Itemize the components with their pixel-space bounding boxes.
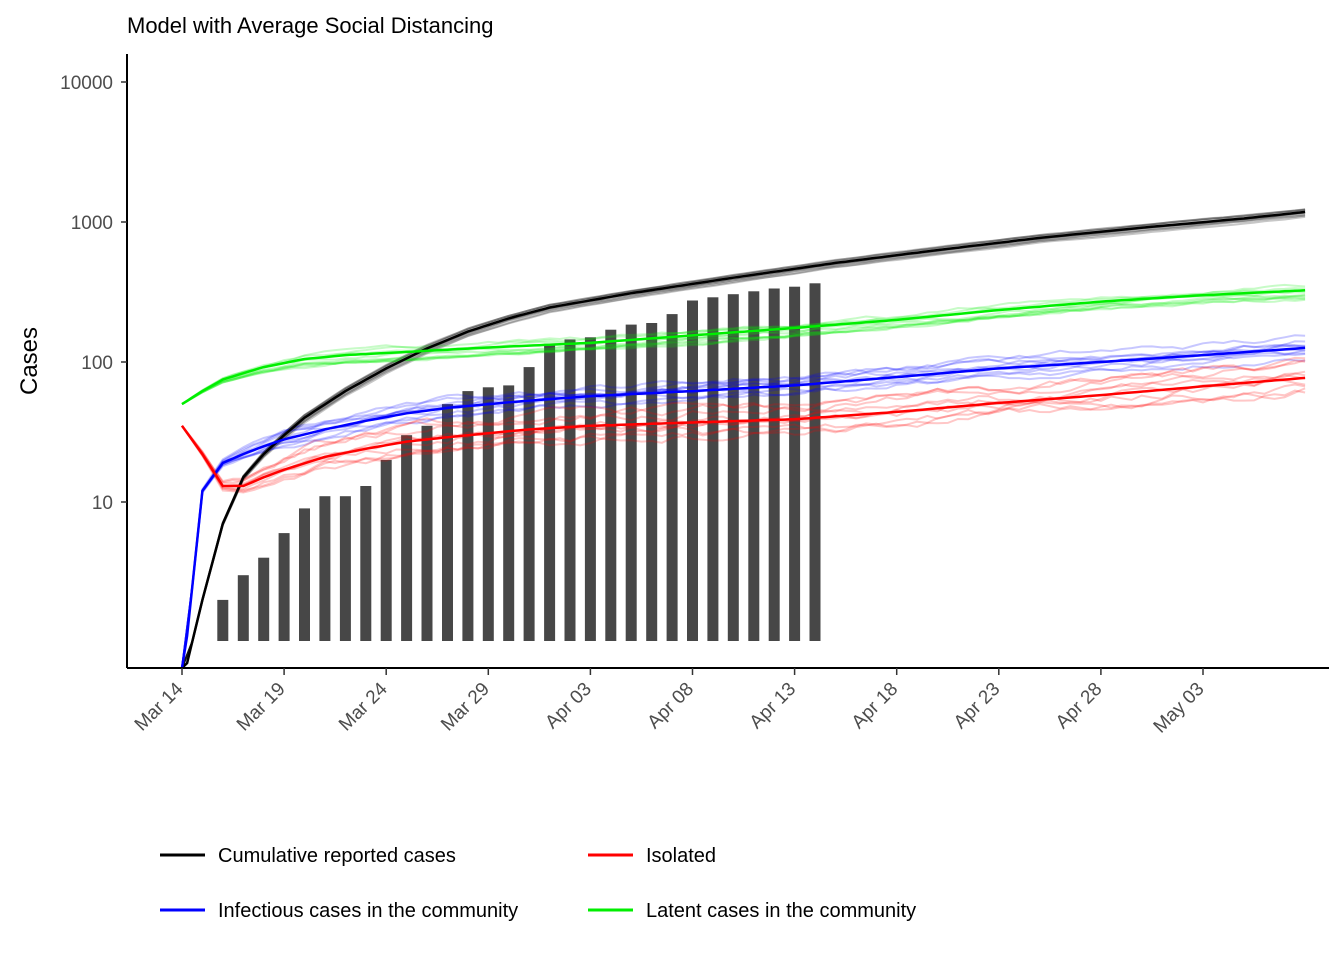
bar-2020-04-14 — [809, 283, 821, 641]
y-tick-label: 1000 — [71, 213, 113, 234]
legend-label: Infectious cases in the community — [218, 900, 518, 922]
series-line-isolated — [180, 376, 1306, 488]
bar-2020-04-13 — [789, 286, 801, 641]
bar-2020-03-22 — [339, 496, 351, 641]
x-tick-label: Mar 14 — [131, 678, 188, 735]
run-line-3-6 — [181, 283, 1306, 405]
bar-2020-03-19 — [278, 533, 290, 641]
run-line-3-1 — [181, 291, 1306, 405]
x-tick-label: Apr 28 — [1052, 679, 1106, 733]
run-line-2-1 — [181, 372, 1306, 487]
series-line-infectious-cases-in-the-community — [180, 346, 1306, 669]
series-line-latent-cases-in-the-community — [181, 289, 1306, 406]
bar-2020-03-23 — [360, 486, 372, 641]
bar-2020-04-12 — [768, 288, 780, 641]
run-line-0-9 — [181, 208, 1306, 669]
bar-2020-04-05 — [625, 324, 637, 641]
bar-2020-03-20 — [299, 508, 310, 641]
x-tick-label: Apr 18 — [848, 679, 902, 733]
run-line-2-4 — [181, 359, 1306, 485]
bar-2020-04-08 — [687, 300, 698, 641]
bar-2020-03-29 — [482, 387, 494, 641]
run-line-2-2 — [181, 356, 1306, 484]
x-tick-label: Mar 19 — [233, 679, 290, 736]
run-line-0-4 — [181, 213, 1306, 669]
bar-2020-04-02 — [564, 339, 576, 641]
run-line-0-7 — [181, 215, 1306, 669]
x-tick-label: May 03 — [1150, 679, 1209, 738]
run-line-3-0 — [181, 293, 1306, 405]
run-line-1-0 — [181, 334, 1306, 669]
x-tick-label: Apr 23 — [950, 679, 1004, 733]
series-lines-layer — [180, 210, 1306, 669]
y-axis-title: Cases — [16, 327, 43, 395]
bar-2020-03-17 — [237, 575, 249, 641]
run-line-3-5 — [181, 289, 1306, 405]
x-tick-label: Mar 24 — [335, 678, 392, 735]
x-tick-label: Apr 03 — [541, 679, 595, 733]
bar-2020-03-25 — [401, 435, 413, 641]
run-line-3-3 — [181, 297, 1306, 405]
bar-2020-03-18 — [258, 557, 270, 641]
bar-2020-03-28 — [462, 391, 474, 641]
bar-2020-03-31 — [523, 367, 535, 641]
x-tick-label: Mar 29 — [437, 679, 494, 736]
run-line-1-4 — [181, 348, 1306, 669]
series-line-cumulative-reported-cases — [181, 210, 1306, 669]
run-line-3-8 — [181, 294, 1306, 405]
bar-2020-04-01 — [544, 343, 556, 641]
run-line-1-2 — [181, 352, 1306, 669]
run-line-3-2 — [181, 298, 1306, 405]
axes-layer — [126, 54, 1329, 669]
run-line-1-6 — [181, 344, 1306, 669]
run-line-0-6 — [181, 208, 1306, 669]
run-line-1-1 — [181, 340, 1306, 669]
bar-2020-03-21 — [319, 496, 331, 641]
bar-2020-03-27 — [442, 404, 453, 641]
y-tick-label: 100 — [81, 353, 113, 374]
run-line-3-4 — [181, 294, 1306, 405]
bar-2020-04-03 — [584, 337, 596, 641]
bar-2020-04-09 — [707, 297, 719, 641]
bar-2020-03-30 — [503, 385, 515, 641]
y-tick-label: 10 — [92, 493, 113, 514]
y-ticks-layer: 10 100 1000 10000 — [60, 73, 127, 514]
bar-2020-04-07 — [666, 314, 678, 641]
y-tick-label: 10000 — [60, 73, 113, 94]
x-ticks-layer: Mar 14 Mar 19 Mar 24 Mar 29 Apr 03 Apr 08 Apr … — [131, 668, 1209, 738]
run-line-1-7 — [181, 358, 1306, 669]
run-line-3-9 — [181, 296, 1306, 405]
run-line-2-8 — [181, 383, 1306, 492]
bar-2020-04-10 — [727, 294, 739, 641]
bar-2020-03-24 — [380, 459, 392, 641]
chart-title: Model with Average Social Distancing — [127, 13, 493, 38]
bar-2020-03-16 — [217, 599, 229, 641]
run-line-2-7 — [181, 359, 1306, 483]
x-tick-label: Apr 08 — [644, 679, 698, 733]
run-line-0-3 — [181, 214, 1306, 669]
bars-layer — [217, 283, 821, 641]
bar-2020-04-04 — [605, 329, 617, 641]
legend-label: Cumulative reported cases — [218, 845, 456, 867]
run-line-0-5 — [181, 214, 1306, 669]
run-line-2-3 — [181, 389, 1306, 493]
bar-2020-04-06 — [646, 323, 658, 641]
bar-2020-04-11 — [748, 291, 760, 641]
x-tick-label: Apr 13 — [746, 679, 800, 733]
run-line-0-2 — [181, 208, 1306, 669]
run-line-0-0 — [181, 209, 1306, 669]
bar-2020-03-26 — [421, 425, 433, 641]
legend-label: Isolated — [646, 845, 716, 867]
legend-label: Latent cases in the community — [646, 900, 916, 922]
legend: Cumulative reported cases Isolated Infecti… — [160, 845, 916, 922]
run-line-2-9 — [181, 387, 1306, 494]
